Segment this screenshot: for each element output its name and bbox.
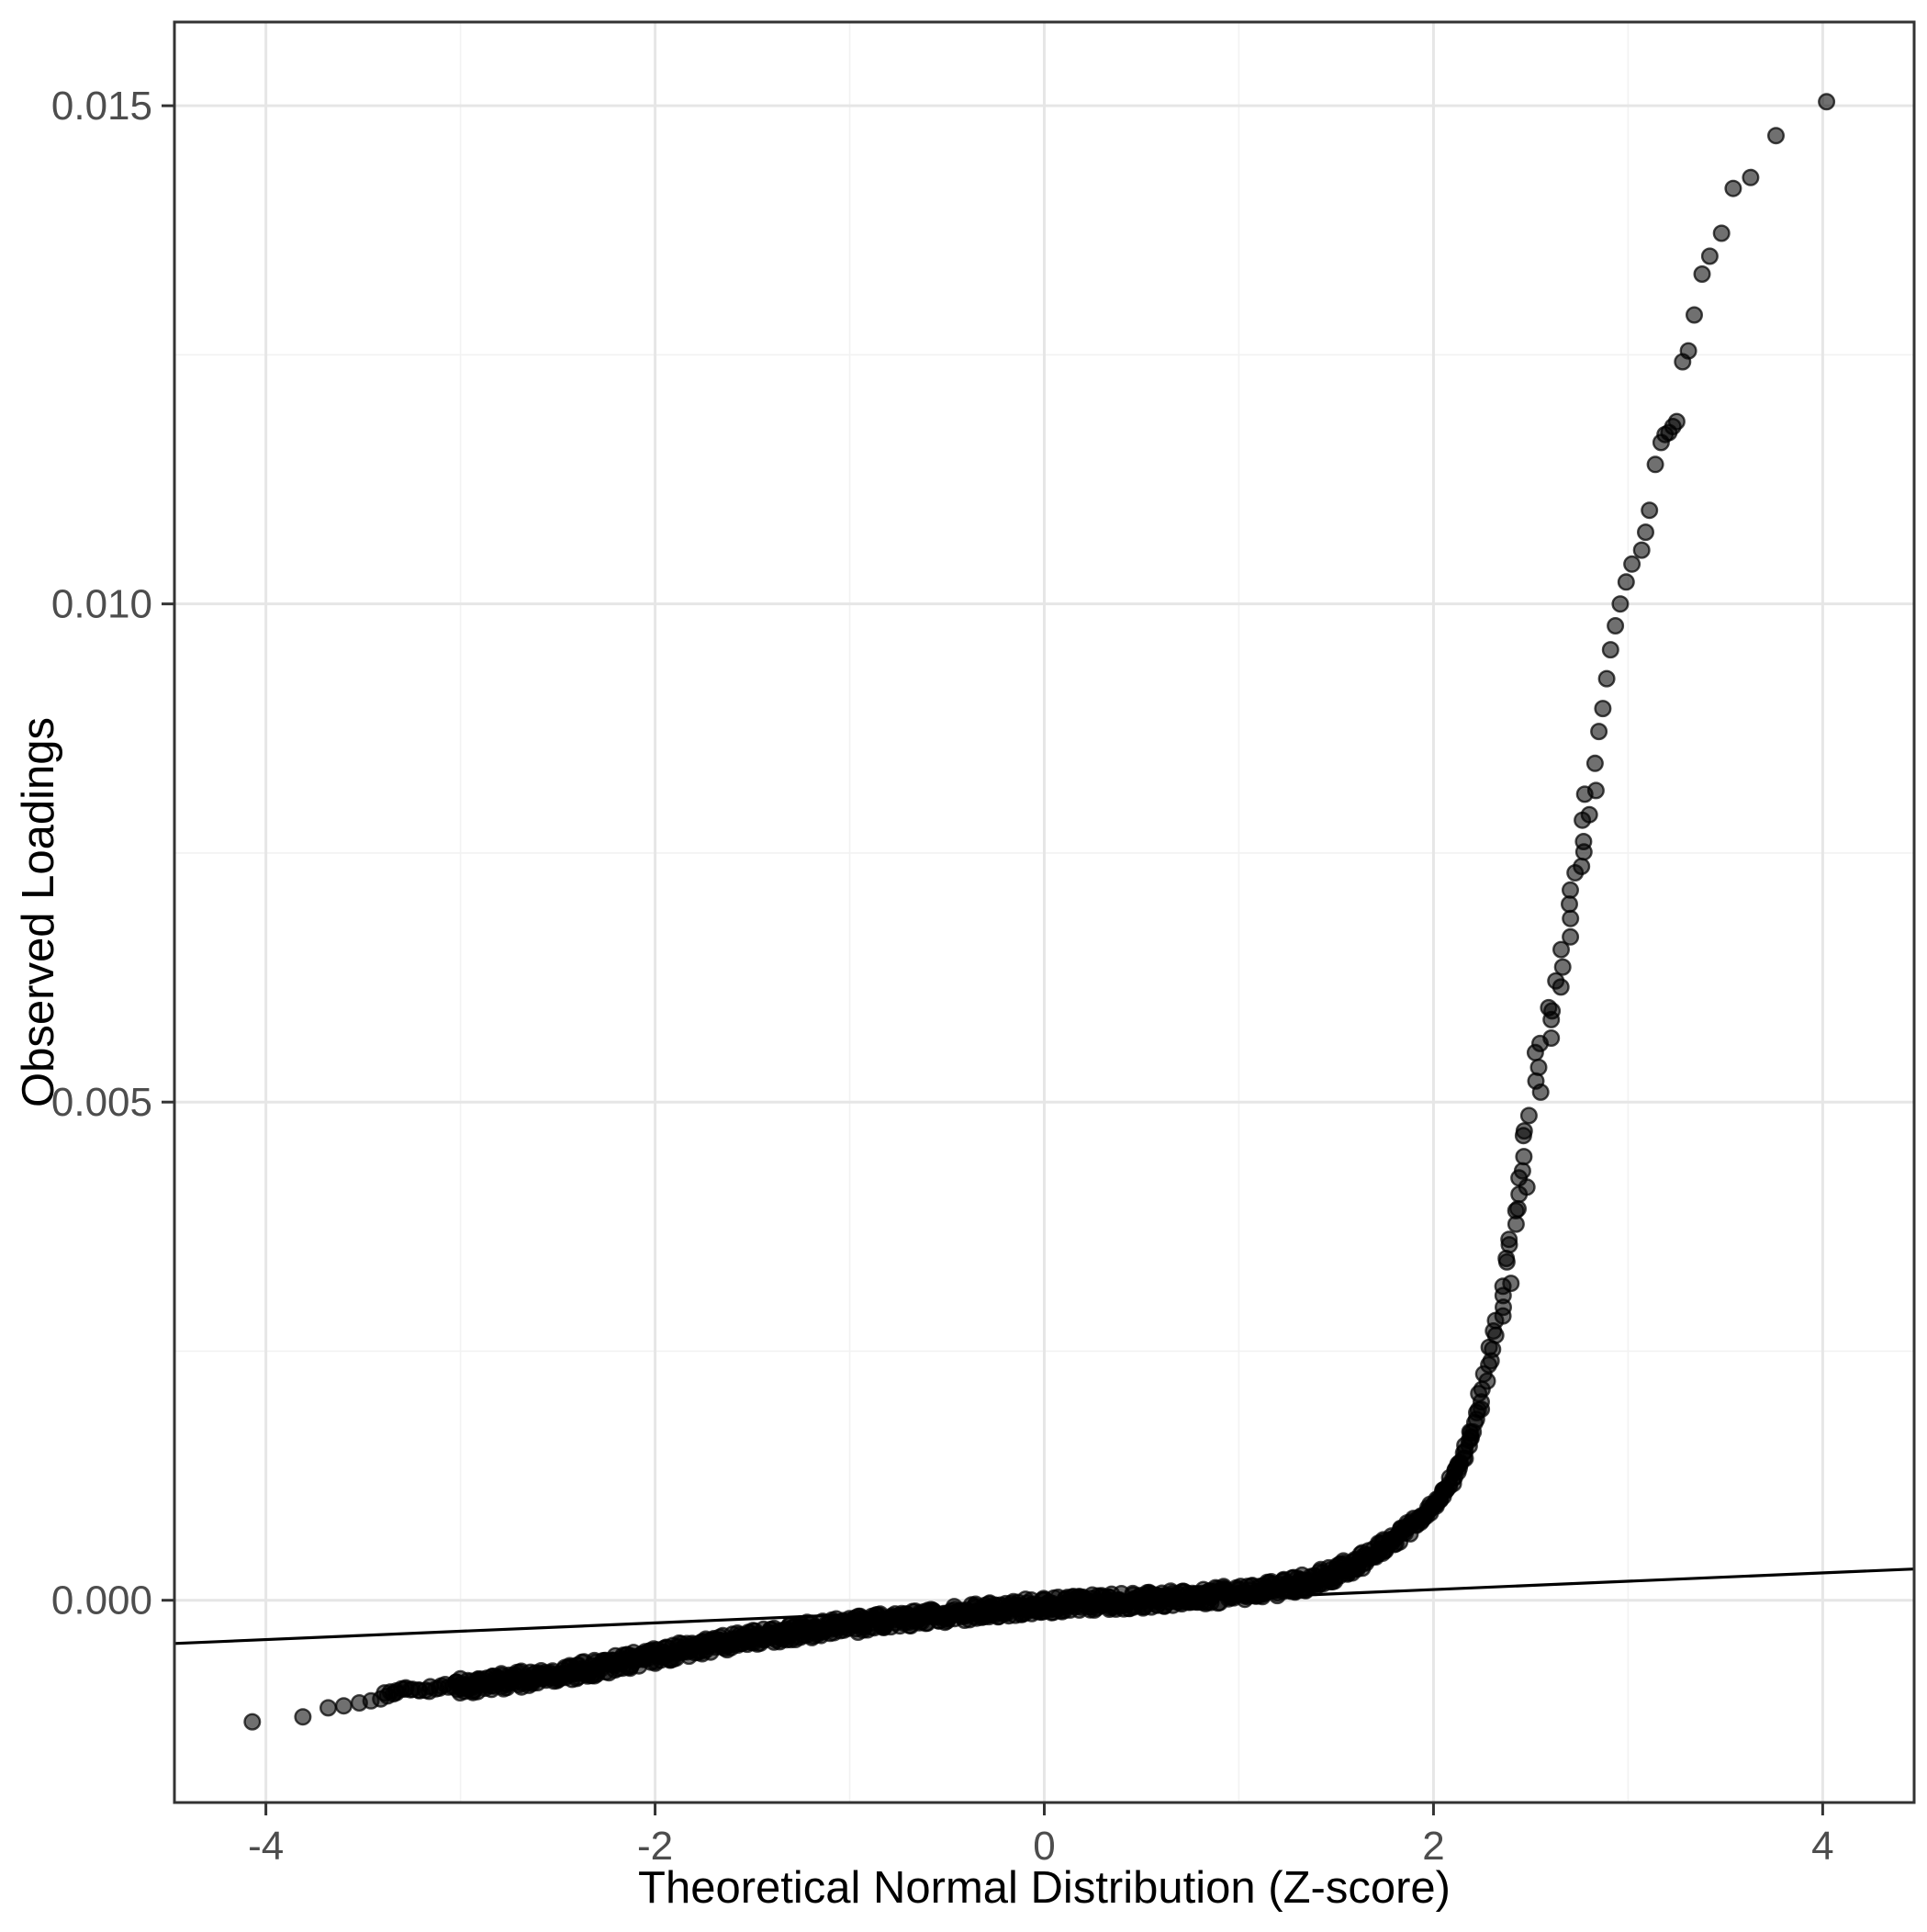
- x-tick-label: 2: [1422, 1824, 1444, 1869]
- x-tick-label: -4: [248, 1824, 284, 1869]
- y-tick-label: 0.015: [51, 84, 152, 129]
- x-tick-label: -2: [637, 1824, 673, 1869]
- x-tick-label: 4: [1811, 1824, 1833, 1869]
- y-tick-labels: 0.000 0.005 0.010 0.015: [51, 84, 152, 1623]
- x-tick-labels: -4 -2 0 2 4: [248, 1824, 1834, 1869]
- y-tick-label: 0.005: [51, 1080, 152, 1125]
- y-axis-title: Observed Loadings: [14, 717, 63, 1107]
- x-axis-title: Theoretical Normal Distribution (Z-score…: [638, 1863, 1451, 1913]
- y-tick-label: 0.010: [51, 582, 152, 627]
- data-points: [243, 93, 1836, 1731]
- data-layer: [174, 93, 1914, 1731]
- x-tick-label: 0: [1033, 1824, 1055, 1869]
- y-tick-label: 0.000: [51, 1578, 152, 1623]
- axis-tick-marks: [162, 104, 1824, 1815]
